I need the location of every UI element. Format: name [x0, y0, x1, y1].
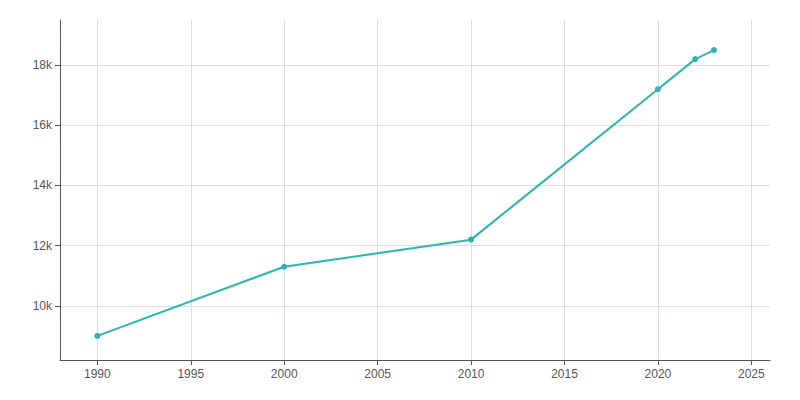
svg-text:2015: 2015 [551, 367, 578, 381]
svg-text:1990: 1990 [84, 367, 111, 381]
svg-text:1995: 1995 [177, 367, 204, 381]
svg-text:16k: 16k [33, 118, 53, 132]
svg-text:2025: 2025 [738, 367, 765, 381]
svg-text:2005: 2005 [364, 367, 391, 381]
svg-text:2020: 2020 [645, 367, 672, 381]
svg-text:12k: 12k [33, 239, 53, 253]
svg-text:14k: 14k [33, 178, 53, 192]
svg-text:2000: 2000 [271, 367, 298, 381]
svg-text:18k: 18k [33, 58, 53, 72]
svg-text:2010: 2010 [458, 367, 485, 381]
svg-text:10k: 10k [33, 299, 53, 313]
